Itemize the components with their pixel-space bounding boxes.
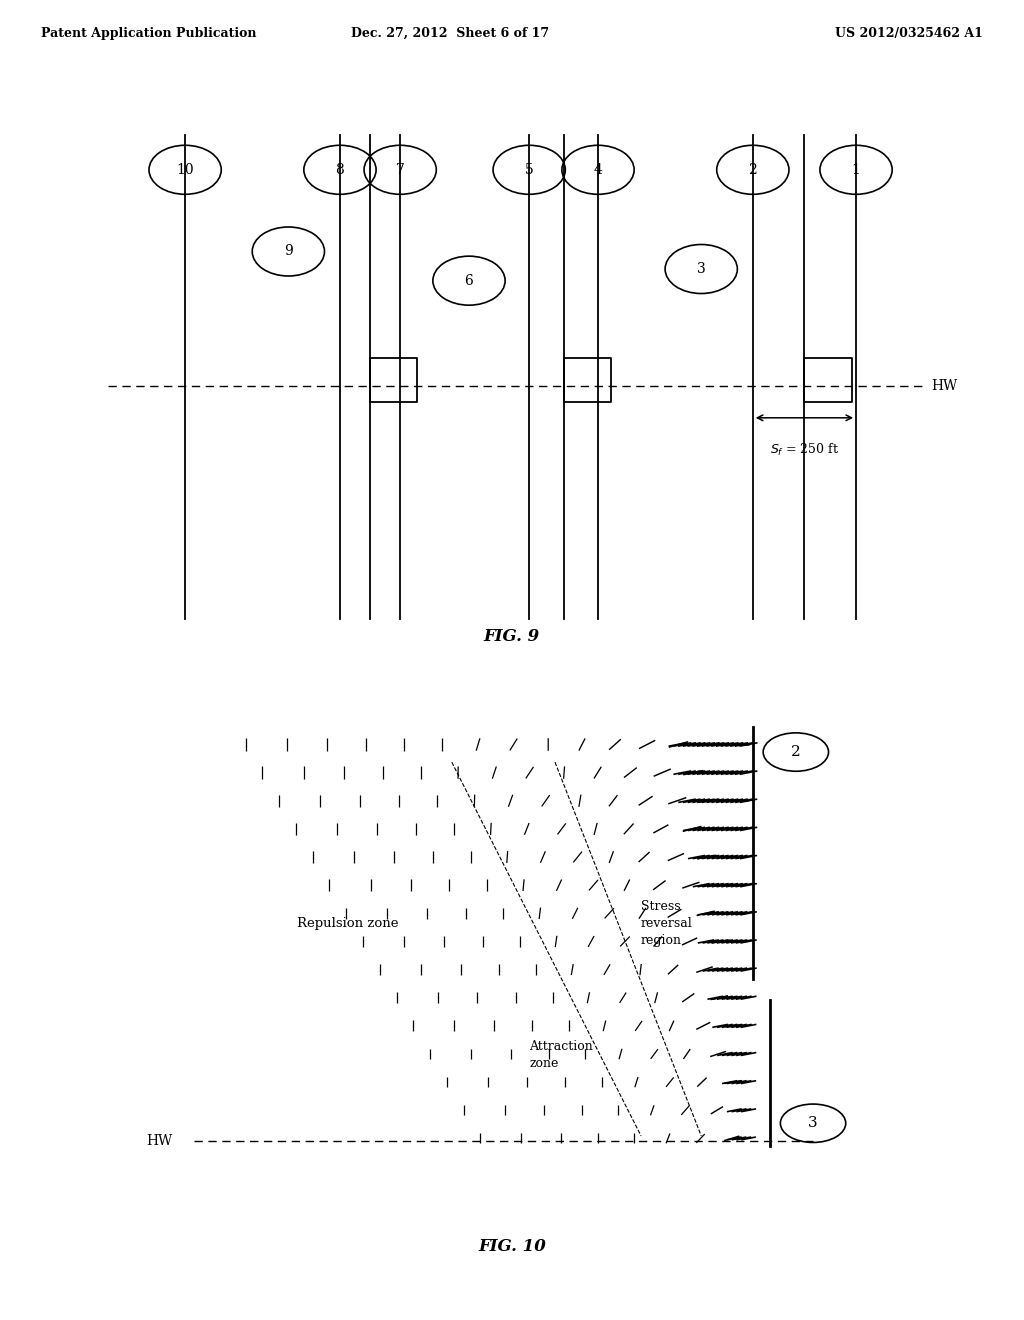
Text: HW: HW (932, 379, 958, 393)
Text: 10: 10 (176, 162, 194, 177)
Text: 5: 5 (525, 162, 534, 177)
Text: 2: 2 (749, 162, 757, 177)
Text: 7: 7 (395, 162, 404, 177)
Text: US 2012/0325462 A1: US 2012/0325462 A1 (836, 26, 983, 40)
Text: 2: 2 (791, 744, 801, 759)
Text: Stress
reversal
region: Stress reversal region (641, 900, 693, 948)
Text: 6: 6 (465, 273, 473, 288)
Text: 3: 3 (697, 261, 706, 276)
Text: FIG. 10: FIG. 10 (478, 1238, 546, 1255)
Bar (563, 358, 611, 401)
Text: Repulsion zone: Repulsion zone (297, 917, 398, 931)
Text: Attraction
zone: Attraction zone (529, 1040, 593, 1071)
Text: 1: 1 (852, 162, 860, 177)
Text: 8: 8 (336, 162, 344, 177)
Text: HW: HW (146, 1134, 172, 1148)
Bar (370, 358, 418, 401)
Bar (805, 358, 852, 401)
Text: Dec. 27, 2012  Sheet 6 of 17: Dec. 27, 2012 Sheet 6 of 17 (351, 26, 550, 40)
Text: 3: 3 (808, 1117, 818, 1130)
Text: Patent Application Publication: Patent Application Publication (41, 26, 256, 40)
Text: FIG. 9: FIG. 9 (484, 628, 540, 645)
Text: 4: 4 (594, 162, 602, 177)
Text: $S_f$ = 250 ft: $S_f$ = 250 ft (770, 442, 839, 458)
Text: 9: 9 (284, 244, 293, 259)
